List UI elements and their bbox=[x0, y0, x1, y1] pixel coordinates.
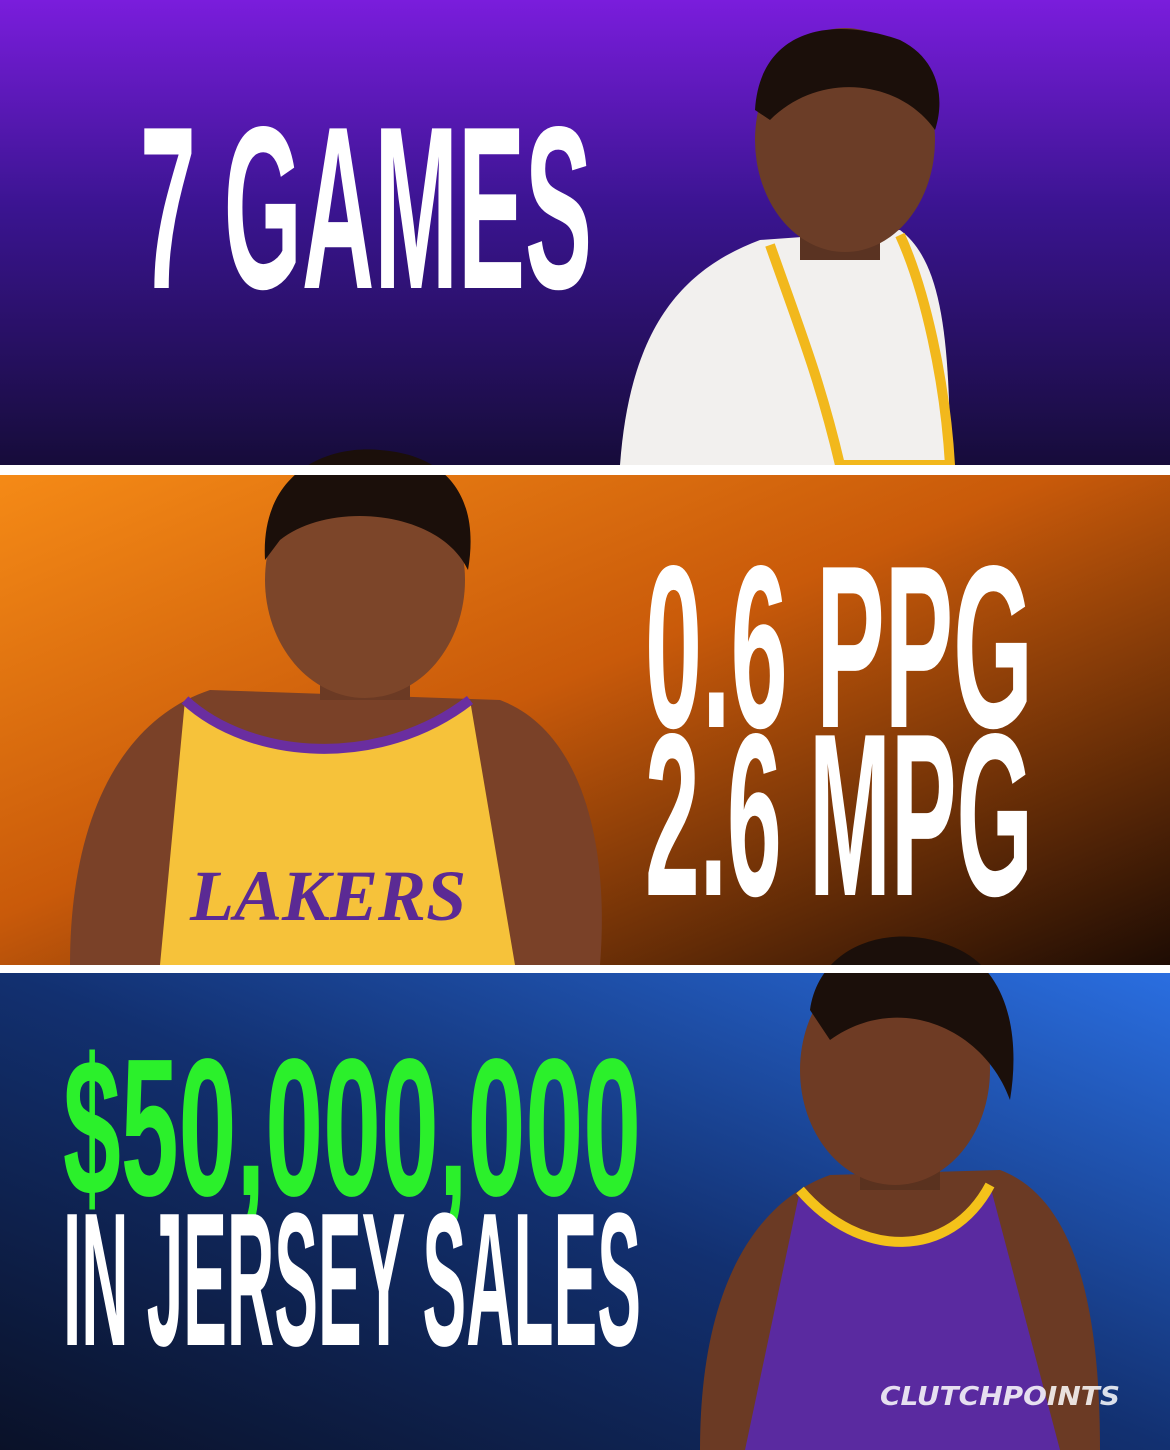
player-photo-middle: LAKERS bbox=[70, 449, 602, 965]
jersey-print: LAKERS bbox=[189, 856, 466, 936]
player-photo-bottom bbox=[700, 936, 1100, 1450]
stat-amount: $50,000,000 bbox=[63, 1018, 641, 1237]
separator bbox=[0, 965, 1170, 973]
stat-caption: IN JERSEY SALES bbox=[63, 1174, 641, 1386]
panel-top bbox=[0, 0, 1170, 465]
watermark: CLUTCHPOINTS bbox=[880, 1382, 1120, 1412]
stat-games: 7 GAMES bbox=[140, 79, 592, 338]
separator bbox=[0, 465, 1170, 475]
stat-mpg: 2.6 MPG bbox=[645, 686, 1033, 945]
stat-ppg: 0.6 PPG bbox=[645, 518, 1033, 777]
